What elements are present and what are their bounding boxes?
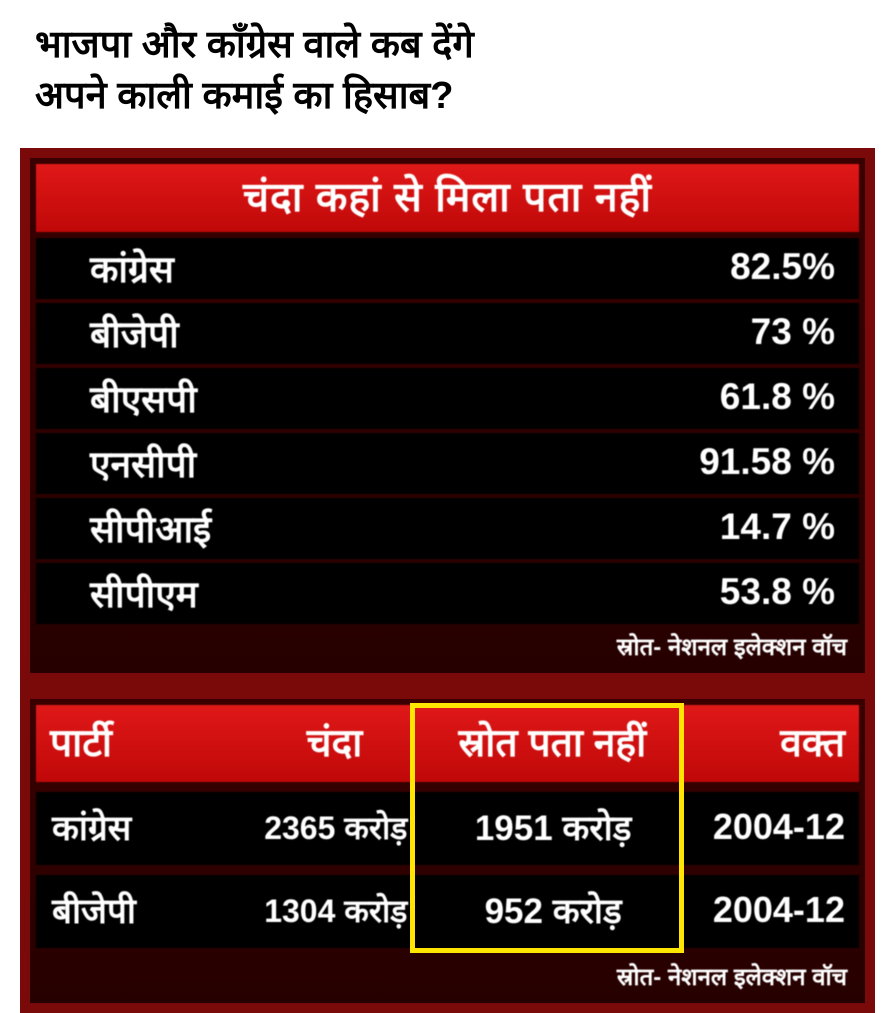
party-value: 14.7 % (585, 506, 835, 548)
cell-unknown: 952 करोड़ (440, 887, 665, 934)
col-period: वक्त (665, 715, 851, 768)
headline: भाजपा और कॉंग्रेस वाले कब देंगे अपने काल… (0, 0, 895, 138)
party-value: 53.8 % (585, 571, 835, 613)
table-row: एनसीपी 91.58 % (36, 433, 859, 494)
panel2-source: स्रोत- नेशनल इलेक्शन वॉच (36, 958, 859, 997)
party-label: बीएसपी (60, 372, 585, 423)
cell-unknown: 1951 करोड़ (440, 804, 665, 851)
cell-donation: 1304 करोड़ (231, 889, 440, 932)
table-row: सीपीआई 14.7 % (36, 498, 859, 559)
panel-unknown-donations-amount: पार्टी चंदा स्रोत पता नहीं वक्त कांग्रेस… (30, 699, 865, 1003)
table-row: बीजेपी 1304 करोड़ 952 करोड़ 2004-12 (36, 875, 859, 948)
party-label: सीपीआई (60, 502, 585, 553)
panel1-source: स्रोत- नेशनल इलेक्शन वॉच (36, 628, 859, 667)
party-value: 61.8 % (585, 376, 835, 418)
table-row: कांग्रेस 2365 करोड़ 1951 करोड़ 2004-12 (36, 792, 859, 865)
party-label: बीजेपी (60, 307, 585, 358)
cell-period: 2004-12 (666, 889, 851, 931)
headline-line1: भाजपा और कॉंग्रेस वाले कब देंगे (35, 20, 860, 71)
panel-unknown-donations-pct: चंदा कहां से मिला पता नहीं कांग्रेस 82.5… (30, 158, 865, 673)
cell-donation: 2365 करोड़ (231, 806, 440, 849)
cell-period: 2004-12 (666, 806, 851, 848)
col-unknown: स्रोत पता नहीं (439, 715, 665, 768)
tv-graphic: चंदा कहां से मिला पता नहीं कांग्रेस 82.5… (20, 148, 875, 1013)
panel2-header-row: पार्टी चंदा स्रोत पता नहीं वक्त (36, 705, 859, 782)
party-label: एनसीपी (60, 437, 585, 488)
party-value: 73 % (585, 311, 835, 353)
party-label: कांग्रेस (60, 242, 585, 293)
party-label: सीपीएम (60, 567, 585, 618)
panel1-title: चंदा कहां से मिला पता नहीं (36, 164, 859, 232)
col-party: पार्टी (44, 715, 230, 768)
col-donation: चंदा (230, 715, 440, 768)
table-row: बीजेपी 73 % (36, 303, 859, 364)
party-value: 91.58 % (585, 441, 835, 483)
table-row: कांग्रेस 82.5% (36, 238, 859, 299)
cell-party: कांग्रेस (46, 804, 231, 851)
party-value: 82.5% (585, 246, 835, 288)
headline-line2: अपने काली कमाई का हिसाब? (35, 71, 860, 122)
table-row: सीपीएम 53.8 % (36, 563, 859, 624)
table-row: बीएसपी 61.8 % (36, 368, 859, 429)
cell-party: बीजेपी (46, 887, 231, 934)
